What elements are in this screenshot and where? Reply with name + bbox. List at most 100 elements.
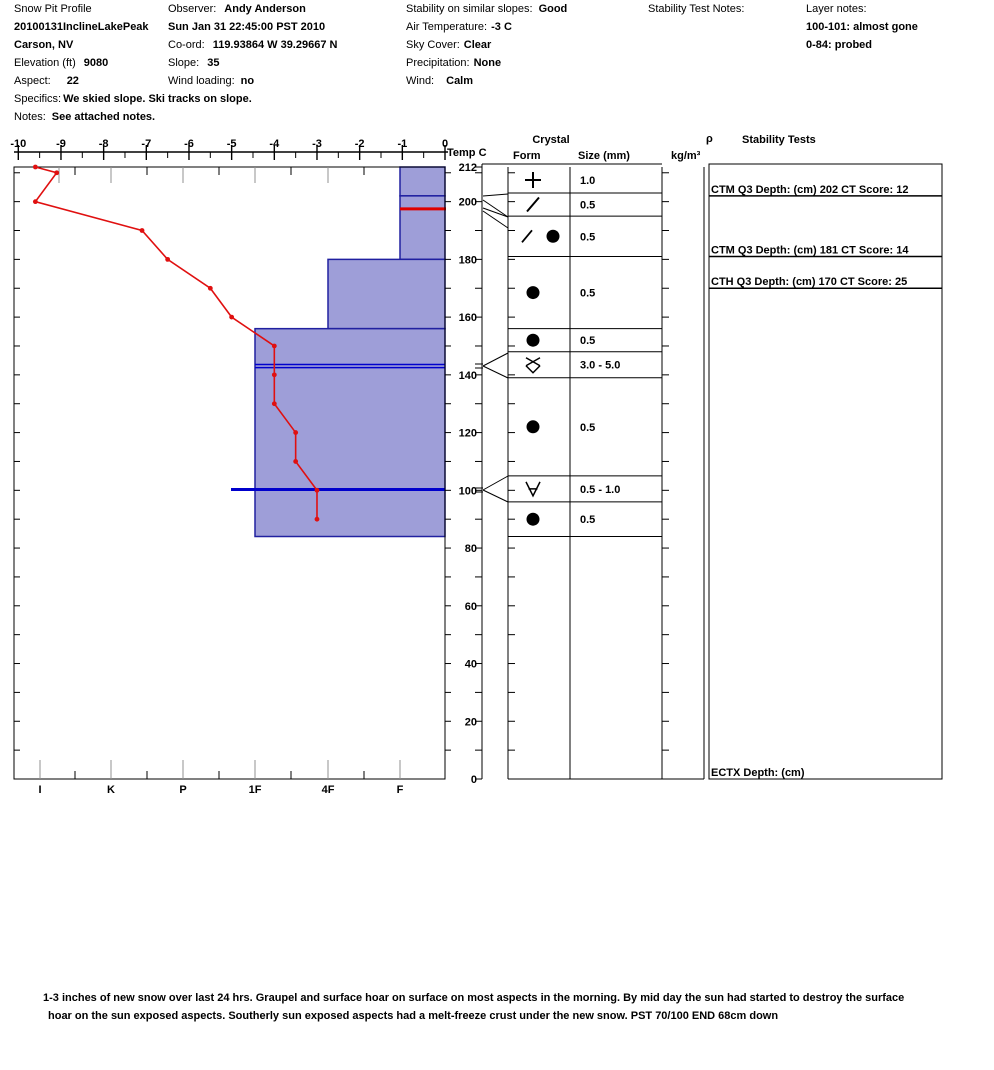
grain-symbol-dot [526, 333, 540, 347]
grain-size-value: 0.5 [580, 514, 595, 526]
size-header: Size (mm) [578, 150, 630, 162]
coord-label: Co-ord: [168, 39, 205, 51]
depth-label-120: 120 [459, 428, 477, 440]
stability-slopes-label: Stability on similar slopes: [406, 3, 533, 15]
temp-axis-tick-label: -2 [355, 138, 365, 150]
precipitation-label: Precipitation: [406, 57, 470, 69]
aspect-value: 22 [66, 75, 79, 87]
fan-connector [482, 352, 509, 367]
fan-connector [482, 199, 509, 218]
observer-label: Observer: [168, 3, 217, 15]
temperature-point [271, 343, 277, 349]
hardness-label-K: K [107, 784, 115, 796]
depth-label-160: 160 [459, 312, 477, 324]
slope-value: 35 [207, 57, 220, 69]
depth-label-140: 140 [459, 370, 477, 382]
stability-box [708, 163, 943, 780]
sky-cover-label: Sky Cover: [406, 39, 460, 51]
page-title: Snow Pit Profile [14, 0, 92, 18]
notes-label: Notes: [14, 111, 46, 123]
precipitation-value: None [473, 57, 502, 69]
layer-note-1: 100-101: almost gone [806, 21, 918, 33]
wind-value: Calm [446, 75, 474, 87]
stability-slopes-value: Good [538, 3, 568, 15]
hardness-label-P: P [179, 784, 186, 796]
wind-label: Wind: [406, 75, 435, 87]
temp-axis-tick-label: -1 [397, 138, 407, 150]
aspect-row: Aspect: 22 [14, 72, 79, 90]
wind-loading-label: Wind loading: [168, 75, 235, 87]
elevation-value: 9080 [83, 57, 109, 69]
temp-axis-tick-label: -3 [312, 138, 322, 150]
hardness-bar-F [399, 166, 446, 197]
temperature-point [32, 199, 38, 205]
form-header: Form [513, 150, 541, 162]
pit-location: Carson, NV [14, 39, 74, 51]
slope-label: Slope: [168, 57, 200, 69]
grain-symbol-slash-dot [546, 229, 560, 243]
footer-note-line2: hoar on the sun exposed aspects. Souther… [48, 1010, 779, 1022]
grain-symbol-v-barred [525, 481, 541, 498]
wind-loading-value: no [240, 75, 255, 87]
temp-axis-tick-label: -10 [10, 138, 26, 150]
temp-axis-tick-label: -6 [184, 138, 194, 150]
depth-label-200: 200 [459, 197, 477, 209]
temp-axis-tick-label: 0 [442, 138, 448, 150]
elevation-row: Elevation (ft) 9080 [14, 54, 108, 72]
coord-value: 119.93864 W 39.29667 N [212, 39, 338, 51]
temp-axis-tick-label: -7 [141, 138, 151, 150]
air-temp-label: Air Temperature: [406, 21, 488, 33]
grain-symbol-v-crossed [525, 357, 541, 374]
grain-symbol-slash [526, 196, 540, 213]
temperature-point [314, 487, 320, 493]
grain-size-value: 0.5 [580, 288, 595, 300]
specifics-row: Specifics: We skied slope. Ski tracks on … [14, 90, 252, 108]
grain-size-value: 1.0 [580, 175, 595, 187]
stability-test-label: CTM Q3 Depth: (cm) 181 CT Score: 14 [711, 244, 909, 256]
observer-value: Andy Anderson [224, 3, 306, 15]
temperature-point [165, 256, 171, 262]
plot-border [13, 166, 446, 780]
wind-loading-row: Wind loading: no [168, 72, 254, 90]
layer-note-2: 0-84: probed [806, 39, 873, 51]
specifics-value: We skied slope. Ski tracks on slope. [63, 93, 252, 105]
temperature-point [32, 164, 38, 170]
temp-axis-tick-label: -8 [99, 138, 109, 150]
stability-test-label: ECTX Depth: (cm) [711, 767, 805, 779]
profile-chart: -10 -9 -8 -7 -6 -5 -4 -3 -2 -1 0I K P 1F 4F F2122001801… [10, 138, 943, 796]
temperature-point [229, 314, 235, 320]
grain-size-value: 3.0 - 5.0 [580, 360, 620, 372]
coord-row: Co-ord: 119.93864 W 39.29667 N [168, 36, 337, 54]
notes-row: Notes: See attached notes. [14, 108, 155, 126]
temperature-point [54, 170, 60, 176]
observer-row: Observer: Andy Anderson [168, 0, 306, 18]
grain-symbol-dot [526, 286, 540, 300]
fan-connector [482, 475, 509, 491]
stability-test-label: CTH Q3 Depth: (cm) 170 CT Score: 25 [711, 276, 907, 288]
fan-connector [482, 489, 509, 503]
fan-connector [482, 207, 509, 218]
temperature-line [34, 166, 318, 520]
precipitation-row: Precipitation: None [406, 54, 501, 72]
hardness-label-4F: 4F [322, 784, 335, 796]
grain-size-value: 0.5 [580, 231, 595, 243]
depth-label-212: 212 [459, 162, 477, 174]
depth-label-20: 20 [465, 716, 477, 728]
grain-size-value: 0.5 [580, 422, 595, 434]
depth-label-40: 40 [465, 659, 477, 671]
layer-notes-label: Layer notes: [806, 3, 867, 15]
temp-axis-title: Temp C [447, 147, 487, 159]
depth-label-180: 180 [459, 254, 477, 266]
temp-axis-tick-label: -5 [227, 138, 237, 150]
fan-connector [482, 365, 509, 379]
depth-label-80: 80 [465, 543, 477, 555]
stability-slopes-row: Stability on similar slopes: Good [406, 0, 567, 18]
hardness-label-F: F [397, 784, 404, 796]
temp-axis-tick-label: -4 [269, 138, 280, 150]
sky-cover-row: Sky Cover: Clear [406, 36, 491, 54]
temp-axis-tick-label: -9 [56, 138, 66, 150]
depth-label-60: 60 [465, 601, 477, 613]
grain-size-value: 0.5 - 1.0 [580, 484, 620, 496]
temperature-point [207, 285, 213, 291]
